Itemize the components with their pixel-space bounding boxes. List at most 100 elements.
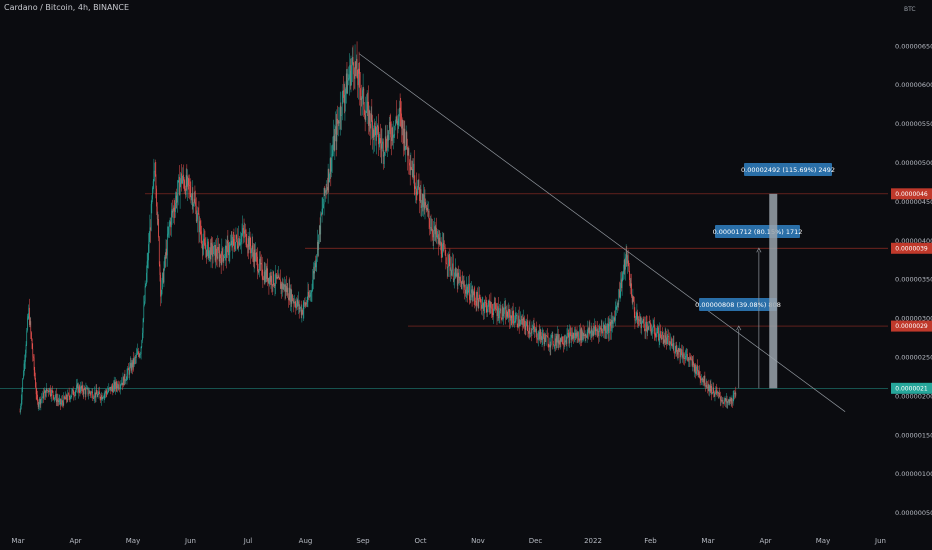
candle-body [93, 397, 95, 399]
candle-body [523, 318, 525, 321]
candle-body [495, 304, 496, 310]
candle-body [418, 179, 420, 188]
candle-body [173, 207, 175, 211]
candle-body [245, 229, 246, 231]
candle-body [462, 280, 464, 282]
candle-body [317, 241, 319, 250]
candle-body [514, 321, 515, 323]
candle-body [565, 340, 566, 343]
candle-body [341, 92, 343, 115]
candle-body [537, 338, 539, 340]
candle-body [432, 233, 434, 238]
x-tick-label: Dec [529, 537, 543, 545]
candle-body [553, 344, 555, 346]
candle-body [417, 179, 419, 187]
candle-body [491, 308, 493, 313]
measure-label-box [715, 225, 800, 238]
candle-body [296, 303, 297, 309]
candle-body [103, 397, 104, 399]
candle-body [416, 191, 418, 195]
candle-body [529, 327, 531, 334]
candle-body [40, 399, 42, 405]
candle-body [638, 319, 640, 321]
candle-body [60, 398, 61, 405]
candle-body [146, 261, 148, 273]
candle-body [568, 333, 570, 344]
candle-body [395, 123, 396, 126]
candle-body [218, 247, 219, 251]
candle-body [202, 243, 204, 250]
candle-body [361, 98, 363, 99]
candle-body [170, 221, 172, 228]
candle-body [550, 337, 552, 348]
candle-body [704, 375, 706, 386]
candle-body [376, 126, 377, 141]
candle-body [74, 391, 76, 396]
candle-body [249, 236, 251, 247]
chart-title: Cardano / Bitcoin, 4h, BINANCE [4, 3, 130, 12]
candle-body [421, 205, 422, 208]
candle-body [631, 283, 632, 297]
candle-body [570, 332, 572, 340]
candle-body [216, 256, 218, 259]
candle-body [311, 289, 313, 292]
candle-body [440, 241, 442, 254]
candle-body [243, 230, 245, 234]
candle-body [205, 248, 207, 250]
candle-body [652, 331, 653, 332]
candle-body [280, 283, 282, 289]
candle-body [413, 163, 415, 186]
candle-body [705, 385, 706, 387]
candle-body [605, 326, 607, 333]
candle-body [698, 371, 700, 375]
candle-body [571, 334, 573, 339]
candle-body [367, 101, 369, 103]
candle-body [485, 302, 487, 304]
candle-body [321, 208, 323, 215]
candle-body [646, 324, 648, 333]
candle-body [662, 331, 663, 336]
candle-body [123, 373, 125, 386]
candle-body [362, 88, 364, 91]
candle-body [195, 202, 196, 206]
candle-body [257, 256, 258, 271]
candle-body [448, 254, 449, 267]
candle-body [67, 393, 69, 401]
candle-body [472, 294, 474, 298]
candle-body [80, 386, 81, 393]
candle-body [511, 318, 513, 324]
candle-body [380, 138, 381, 144]
candle-body [674, 351, 676, 353]
candle-body [588, 327, 590, 333]
candle-body [625, 257, 626, 270]
candle-body [656, 332, 658, 334]
candle-body [405, 132, 407, 147]
candle-body [236, 235, 237, 239]
candle-body [732, 395, 734, 404]
candle-body [85, 388, 87, 395]
candle-body [129, 363, 131, 367]
measure-label-box [744, 163, 832, 176]
candle-body [211, 242, 213, 245]
candle-body [110, 387, 112, 392]
candle-body [600, 327, 601, 330]
candle-body [63, 396, 65, 406]
candle-body [722, 400, 724, 403]
candle-body [267, 278, 269, 282]
candle-body [528, 327, 530, 334]
candle-body [232, 237, 233, 248]
candle-body [337, 118, 338, 124]
candle-body [370, 113, 372, 129]
candle-body [435, 227, 437, 235]
candle-body [375, 127, 377, 141]
candle-body [124, 373, 126, 381]
candle-body [384, 151, 385, 156]
candle-body [242, 228, 244, 234]
candle-body [468, 283, 470, 291]
candle-body [253, 252, 254, 263]
measure-label: 0.00001712 (80.15%) 1712 [713, 228, 803, 236]
candle-body [734, 393, 735, 395]
candle-body [374, 122, 375, 137]
candle-body [74, 395, 75, 396]
